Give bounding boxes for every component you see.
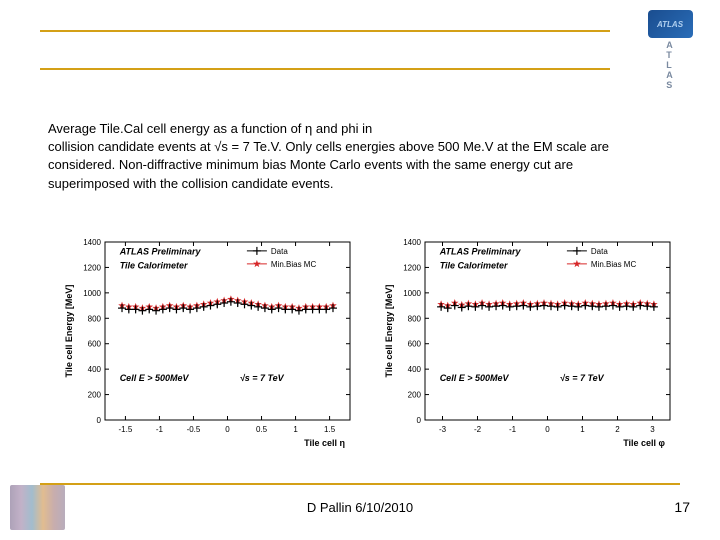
svg-text:Tile Calorimeter: Tile Calorimeter xyxy=(120,261,188,271)
svg-text:1200: 1200 xyxy=(83,263,101,272)
svg-text:1000: 1000 xyxy=(403,289,421,298)
decorative-icon xyxy=(10,485,65,530)
svg-text:200: 200 xyxy=(88,391,102,400)
svg-text:2: 2 xyxy=(615,425,620,434)
svg-text:600: 600 xyxy=(408,340,422,349)
paragraph-line2: collision candidate events at √s = 7 Te.… xyxy=(48,138,648,193)
svg-text:Data: Data xyxy=(271,247,288,256)
svg-text:√s = 7 TeV: √s = 7 TeV xyxy=(560,373,605,383)
svg-text:√s = 7 TeV: √s = 7 TeV xyxy=(240,373,285,383)
svg-text:Cell E > 500MeV: Cell E > 500MeV xyxy=(120,373,190,383)
atlas-logo: ATLAS A T L A S xyxy=(640,10,700,90)
svg-text:1400: 1400 xyxy=(83,238,101,247)
svg-text:3: 3 xyxy=(650,425,655,434)
svg-text:-2: -2 xyxy=(474,425,482,434)
svg-text:400: 400 xyxy=(408,365,422,374)
chart-eta: 0 200 400 600 800 1000 1200 1400 -1.5 -1 -0.5 0 0.5 1… xyxy=(60,230,360,450)
page-number: 17 xyxy=(674,499,690,515)
footer-author-date: D Pallin 6/10/2010 xyxy=(0,500,720,515)
svg-text:-1: -1 xyxy=(509,425,517,434)
svg-text:1: 1 xyxy=(580,425,585,434)
svg-text:0: 0 xyxy=(545,425,550,434)
svg-text:ATLAS Preliminary: ATLAS Preliminary xyxy=(439,246,522,256)
atlas-badge-icon: ATLAS xyxy=(648,10,693,38)
atlas-logo-text: A T L A S xyxy=(666,40,674,90)
footer-divider xyxy=(40,483,680,485)
svg-text:Tile cell φ: Tile cell φ xyxy=(623,438,665,448)
svg-text:0: 0 xyxy=(97,416,102,425)
svg-text:1: 1 xyxy=(293,425,298,434)
svg-text:Tile Calorimeter: Tile Calorimeter xyxy=(440,261,508,271)
title-bar xyxy=(40,30,610,70)
svg-text:Min.Bias MC: Min.Bias MC xyxy=(271,260,317,269)
svg-text:Cell E > 500MeV: Cell E > 500MeV xyxy=(440,373,510,383)
chart-phi: 0 200 400 600 800 1000 1200 1400 -3 -2 -1 0 1 2 3 Tile … xyxy=(380,230,680,450)
svg-text:0: 0 xyxy=(417,416,422,425)
paragraph-line1: Average Tile.Cal cell energy as a functi… xyxy=(48,120,648,138)
svg-text:ATLAS Preliminary: ATLAS Preliminary xyxy=(119,246,202,256)
svg-text:-1.5: -1.5 xyxy=(119,425,133,434)
svg-text:600: 600 xyxy=(88,340,102,349)
svg-text:1000: 1000 xyxy=(83,289,101,298)
svg-text:1200: 1200 xyxy=(403,263,421,272)
svg-text:800: 800 xyxy=(88,314,102,323)
description-paragraph: Average Tile.Cal cell energy as a functi… xyxy=(48,120,648,193)
svg-text:200: 200 xyxy=(408,391,422,400)
svg-text:Tile cell Energy [MeV]: Tile cell Energy [MeV] xyxy=(384,285,394,378)
svg-text:Tile cell η: Tile cell η xyxy=(304,438,345,448)
svg-text:1.5: 1.5 xyxy=(324,425,336,434)
svg-text:-0.5: -0.5 xyxy=(187,425,201,434)
svg-text:0: 0 xyxy=(225,425,230,434)
svg-text:400: 400 xyxy=(88,365,102,374)
svg-text:1400: 1400 xyxy=(403,238,421,247)
svg-text:Min.Bias MC: Min.Bias MC xyxy=(591,260,637,269)
charts-row: 0200400600800100012001400-1.5-1-0.500.51… xyxy=(60,230,680,450)
svg-text:Tile cell Energy [MeV]: Tile cell Energy [MeV] xyxy=(64,285,74,378)
svg-text:800: 800 xyxy=(408,314,422,323)
svg-text:Data: Data xyxy=(591,247,608,256)
svg-text:-3: -3 xyxy=(439,425,447,434)
svg-text:0.5: 0.5 xyxy=(256,425,268,434)
svg-text:-1: -1 xyxy=(156,425,164,434)
